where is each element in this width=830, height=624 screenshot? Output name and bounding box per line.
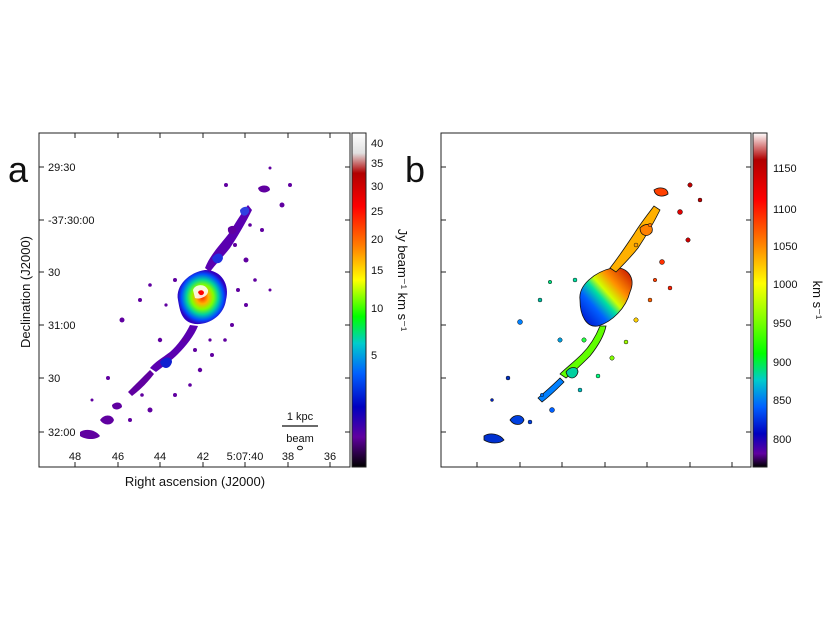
panel-a-ylabel: Declination (J2000) [18,236,33,348]
panel-a: a [8,132,410,489]
panel-a-colorbar-label: Jy beam⁻¹ km s⁻¹ [395,229,410,332]
a-x-tick-3: 42 [197,451,209,463]
panel-b-colorbar [752,132,768,468]
a-cb-tick-6: 10 [371,303,383,315]
a-cb-tick-5: 15 [371,265,383,277]
a-x-tick-0: 48 [69,451,81,463]
a-cb-tick-0: 40 [371,138,383,150]
a-x-tick-2: 44 [154,451,166,463]
b-cb-tick-5: 900 [773,357,791,369]
a-x-tick-4: 5:07:40 [227,451,264,463]
a-x-tick-1: 46 [112,451,124,463]
panel-b-ticks [441,166,751,467]
a-y-tick-4: 30 [48,373,60,385]
a-cb-tick-3: 25 [371,206,383,218]
a-x-tick-6: 36 [324,451,336,463]
panel-b: b [405,132,825,468]
b-cb-tick-4: 950 [773,318,791,330]
a-y-tick-5: 32:00 [48,427,76,439]
a-cb-tick-7: 5 [371,350,377,362]
panel-a-y-tick-labels: 29:30 -37:30:00 30 31:00 30 32:00 [48,162,94,439]
b-cb-tick-0: 1150 [773,163,797,175]
panel-b-letter: b [405,149,425,190]
panel-b-clumps [490,182,703,425]
a-y-tick-3: 31:00 [48,320,76,332]
beam-ellipse [297,445,303,451]
scale-bar-label: 1 kpc [287,411,314,423]
panel-a-xlabel: Right ascension (J2000) [125,474,265,489]
scale-bar: 1 kpc beam [282,411,318,451]
a-cb-tick-2: 30 [371,181,383,193]
b-cb-tick-7: 800 [773,434,791,446]
b-cb-tick-6: 850 [773,395,791,407]
a-y-tick-0: 29:30 [48,162,76,174]
b-cb-tick-1: 1100 [773,204,797,216]
panel-b-colorbar-label: km s⁻¹ [810,281,825,320]
panel-a-emission [80,166,292,439]
a-cb-tick-4: 20 [371,234,383,246]
b-cb-tick-3: 1000 [773,279,797,291]
panel-a-x-tick-labels: 48 46 44 42 5:07:40 38 36 [69,451,336,463]
a-y-tick-1: -37:30:00 [48,215,94,227]
panel-a-colorbar-ticks: 40 35 30 25 20 15 10 5 [371,138,383,362]
a-y-tick-2: 30 [48,267,60,279]
panel-a-letter: a [8,149,29,190]
a-cb-tick-1: 35 [371,158,383,170]
beam-label: beam [286,433,314,445]
panel-a-ticks [39,133,350,467]
panel-b-velocity-field [483,187,669,444]
panel-a-colorbar [351,132,367,468]
b-cb-tick-2: 1050 [773,241,797,253]
panel-b-colorbar-ticks: 1150 1100 1050 1000 950 900 850 800 [773,163,797,446]
a-x-tick-5: 38 [282,451,294,463]
